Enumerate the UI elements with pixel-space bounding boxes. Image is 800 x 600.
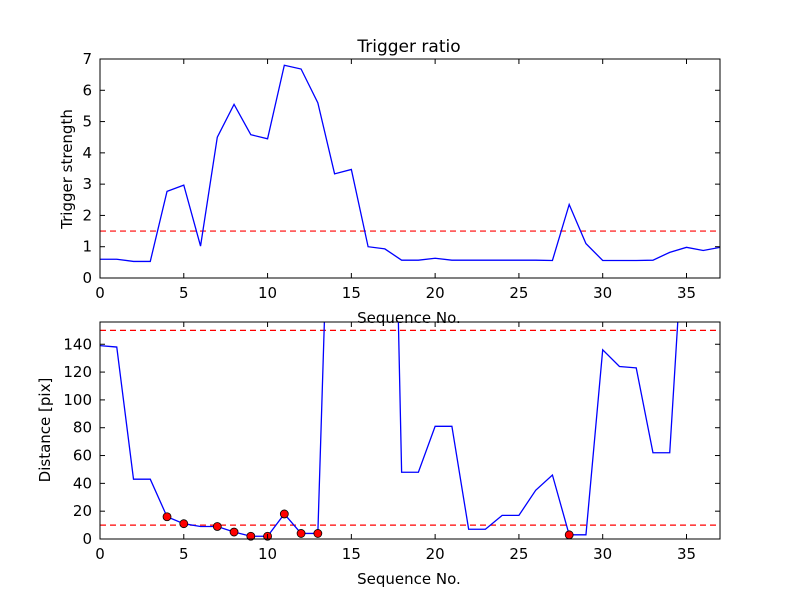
x-tick-label: 25 — [509, 284, 528, 302]
data-point — [162, 512, 172, 522]
x-tick-label: 35 — [677, 284, 696, 302]
data-point — [212, 522, 222, 531]
y-tick-label: 100 — [63, 391, 92, 409]
y-tick-label: 80 — [73, 419, 92, 437]
x-tick-label: 20 — [426, 545, 445, 563]
data-point — [179, 519, 189, 529]
x-tick-label: 25 — [509, 545, 528, 563]
trigger-y-ticks: 0 1 2 3 4 5 6 7 — [82, 50, 720, 287]
y-tick-label: 5 — [82, 113, 92, 131]
y-tick-label: 3 — [82, 175, 92, 193]
x-tick-label: 30 — [593, 545, 612, 563]
y-tick-label: 6 — [82, 81, 92, 99]
trigger-ratio-panel: Trigger ratio 0 5 10 15 20 25 30 35 0 1 2 3 4 5 6 7 Se… — [58, 37, 721, 327]
data-point — [279, 509, 289, 519]
x-tick-label: 10 — [258, 545, 277, 563]
data-point — [246, 531, 256, 541]
y-tick-label: 20 — [73, 502, 92, 520]
trigger-plot-area — [99, 58, 721, 279]
trigger-y-axis-label: Trigger strength — [58, 109, 76, 230]
trigger-x-ticks: 0 5 10 15 20 25 30 35 — [95, 59, 696, 302]
y-tick-label: 2 — [82, 206, 92, 224]
y-tick-label: 60 — [73, 447, 92, 465]
x-tick-label: 35 — [677, 545, 696, 563]
trigger-x-axis-label: Sequence No. — [357, 309, 461, 327]
plot-frame — [99, 58, 721, 279]
distance-y-ticks: 0 20 40 60 80 100 120 140 — [63, 335, 720, 548]
chart-title: Trigger ratio — [356, 37, 460, 57]
distance-panel: 0 5 10 15 20 25 30 35 0 20 40 60 80 100 120 140 Sequen… — [36, 321, 721, 588]
data-point — [296, 529, 306, 538]
y-tick-label: 4 — [82, 144, 92, 162]
x-tick-label: 10 — [258, 284, 277, 302]
distance-plot-area — [99, 321, 721, 541]
data-point — [313, 529, 323, 538]
y-tick-label: 40 — [73, 474, 92, 492]
y-tick-label: 1 — [82, 238, 92, 256]
x-tick-label: 15 — [342, 545, 361, 563]
series-line-0 — [100, 322, 679, 537]
y-tick-label: 120 — [63, 363, 92, 381]
x-tick-label: 0 — [95, 284, 105, 302]
plot-frame — [99, 321, 721, 540]
x-tick-label: 0 — [95, 545, 105, 563]
y-tick-label: 7 — [82, 50, 92, 68]
x-tick-label: 5 — [179, 284, 189, 302]
y-tick-label: 0 — [82, 269, 92, 287]
x-tick-label: 30 — [593, 284, 612, 302]
data-point — [229, 527, 239, 537]
y-tick-label: 140 — [63, 335, 92, 353]
x-tick-label: 15 — [342, 284, 361, 302]
data-point — [564, 530, 574, 540]
y-tick-label: 0 — [82, 530, 92, 548]
series-line-0 — [100, 64, 720, 263]
distance-y-axis-label: Distance [pix] — [36, 378, 54, 483]
distance-x-axis-label: Sequence No. — [357, 570, 461, 588]
x-tick-label: 5 — [179, 545, 189, 563]
distance-x-ticks: 0 5 10 15 20 25 30 35 — [95, 322, 696, 563]
x-tick-label: 20 — [426, 284, 445, 302]
